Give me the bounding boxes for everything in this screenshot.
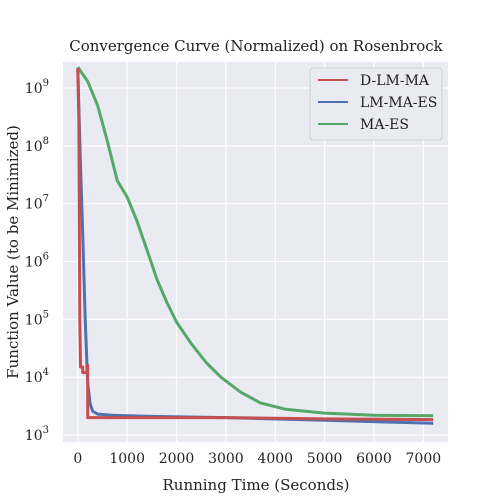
y-tick-label: 105 xyxy=(25,309,49,328)
data-series xyxy=(76,66,434,425)
x-tick-label: 1000 xyxy=(109,451,145,467)
x-tick-label: 5000 xyxy=(307,451,343,467)
x-tick-label: 4000 xyxy=(257,451,293,467)
legend-label-ma-es: MA-ES xyxy=(360,117,409,133)
chart-title: Convergence Curve (Normalized) on Rosenb… xyxy=(69,37,443,55)
y-tick-labels: 103 104 105 106 107 108 109 xyxy=(25,78,49,444)
legend-box xyxy=(309,67,443,141)
legend: D-LM-MA LM-MA-ES MA-ES xyxy=(309,67,443,141)
legend-label-lm-ma-es: LM-MA-ES xyxy=(360,95,437,111)
x-tick-label: 2000 xyxy=(159,451,195,467)
y-axis-label: Function Value (to be Minimized) xyxy=(4,125,22,379)
x-tick-label: 7000 xyxy=(406,451,442,467)
y-tick-label: 103 xyxy=(25,425,49,444)
y-tick-label: 109 xyxy=(25,78,49,97)
y-tick-label: 106 xyxy=(25,252,49,271)
x-tick-label: 6000 xyxy=(356,451,392,467)
y-tick-label: 107 xyxy=(25,194,49,213)
x-axis-label: Running Time (Seconds) xyxy=(162,476,349,494)
x-tick-label: 0 xyxy=(73,451,82,467)
y-tick-label: 108 xyxy=(25,136,49,155)
series-line-d-lm-ma xyxy=(76,68,434,422)
y-tick-label: 104 xyxy=(25,367,49,386)
x-tick-labels: 0 1000 2000 3000 4000 5000 6000 7000 xyxy=(73,451,441,467)
series-line-ma-es xyxy=(76,66,434,418)
legend-label-d-lm-ma: D-LM-MA xyxy=(360,73,430,89)
x-tick-label: 3000 xyxy=(208,451,244,467)
